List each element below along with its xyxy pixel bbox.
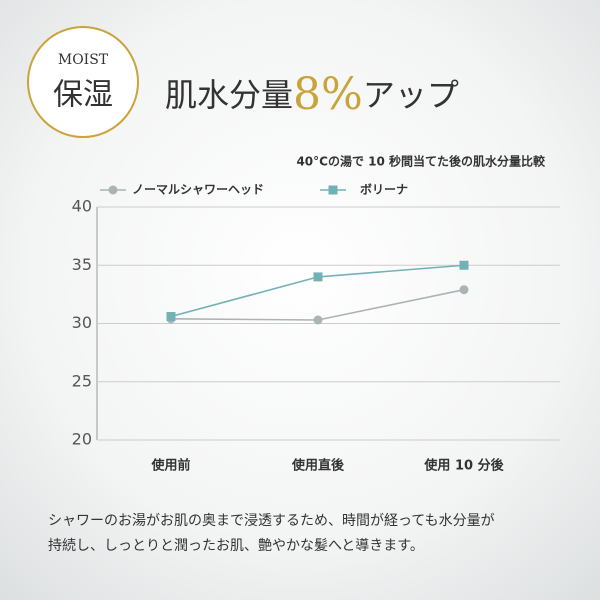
y-tick-label: 35 bbox=[72, 255, 92, 274]
x-tick-label: 使用 10 分後 bbox=[423, 458, 504, 474]
data-point bbox=[459, 260, 469, 270]
y-tick-label: 30 bbox=[72, 313, 92, 332]
headline: 肌水分量8%アップ bbox=[165, 69, 459, 120]
body-text: 持続し、しっとりと潤ったお肌、艶やかな髪へと導きます。 bbox=[48, 537, 424, 554]
headline-before: 肌水分量 bbox=[165, 76, 293, 114]
data-point bbox=[459, 285, 469, 295]
data-point bbox=[166, 312, 176, 322]
y-tick-label: 25 bbox=[72, 371, 92, 390]
headline-highlight: 8% bbox=[293, 69, 363, 120]
badge-main: 保湿 bbox=[53, 78, 113, 113]
x-tick-label: 使用直後 bbox=[291, 458, 345, 474]
y-tick-label: 20 bbox=[72, 430, 92, 449]
chart-subtitle: 40°Cの湯で 10 秒間当てた後の肌水分量比較 bbox=[296, 154, 546, 169]
data-point bbox=[313, 315, 323, 325]
legend-label: ボリーナ bbox=[360, 182, 408, 197]
legend-marker bbox=[328, 185, 338, 195]
badge-circle bbox=[27, 26, 139, 138]
badge-top: MOIST bbox=[58, 52, 109, 68]
body-text: シャワーのお湯がお肌の奥まで浸透するため、時間が経っても水分量が bbox=[48, 512, 495, 529]
legend-marker bbox=[108, 185, 118, 195]
headline-after: アップ bbox=[363, 76, 459, 114]
x-tick-label: 使用前 bbox=[150, 458, 190, 474]
data-point bbox=[313, 272, 323, 282]
legend-label: ノーマルシャワーヘッド bbox=[132, 183, 264, 197]
y-tick-label: 40 bbox=[72, 197, 92, 216]
